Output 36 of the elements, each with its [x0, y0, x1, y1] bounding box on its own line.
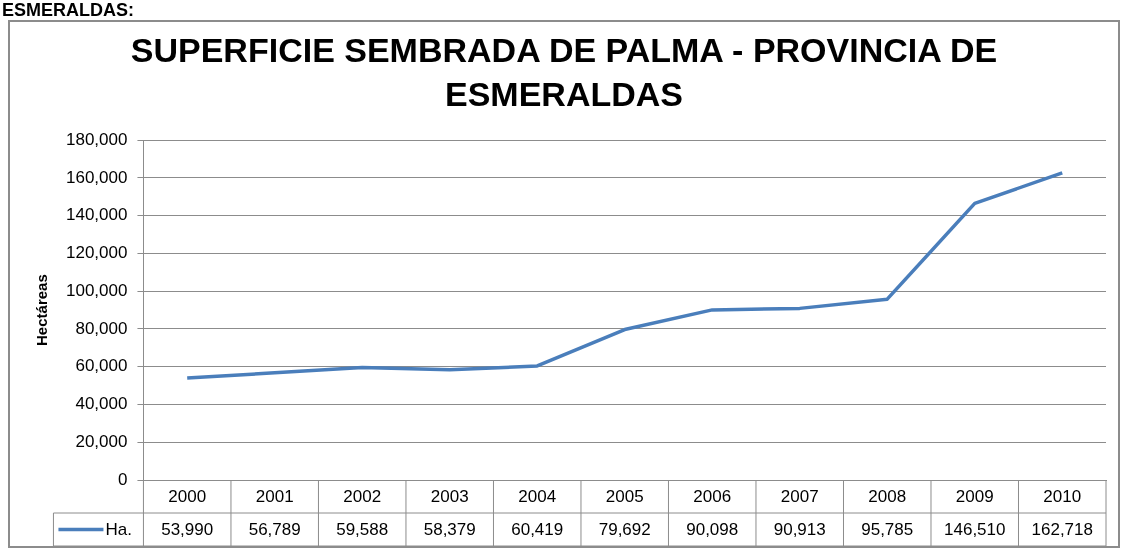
data-label: 146,510	[944, 520, 1006, 540]
y-tick-label: 140,000	[66, 205, 128, 225]
x-tick-label: 2009	[955, 487, 994, 507]
x-tick-label: 2007	[780, 487, 819, 507]
y-tick-label: 120,000	[66, 243, 128, 263]
y-tick-label: 80,000	[75, 318, 128, 338]
data-label: 79,692	[598, 520, 651, 540]
data-label: 90,098	[686, 520, 739, 540]
legend-label: Ha.	[105, 520, 132, 540]
x-tick-label: 2000	[168, 487, 207, 507]
x-tick-label: 2001	[255, 487, 294, 507]
y-tick-label: 160,000	[66, 167, 128, 187]
data-label: 90,913	[773, 520, 826, 540]
data-label: 95,785	[861, 520, 914, 540]
data-label: 60,419	[511, 520, 564, 540]
y-tick-label: 20,000	[75, 431, 128, 451]
data-label: 53,990	[161, 520, 214, 540]
x-tick-label: 2003	[430, 487, 469, 507]
x-tick-label: 2002	[343, 487, 382, 507]
data-label: 58,379	[423, 520, 476, 540]
y-axis-title: Hectáreas	[33, 274, 51, 346]
x-tick-label: 2006	[693, 487, 732, 507]
data-label: 56,789	[248, 520, 301, 540]
x-tick-label: 2004	[518, 487, 557, 507]
x-tick-label: 2008	[868, 487, 907, 507]
data-label: 162,718	[1031, 520, 1093, 540]
text: ESMERALDAS:	[2, 0, 135, 20]
chart-title: SUPERFICIE SEMBRADA DE PALMA - PROVINCIA DE ESMERALDAS	[129, 30, 999, 115]
x-tick-label: 2005	[605, 487, 644, 507]
x-tick-label: 2010	[1043, 487, 1082, 507]
y-tick-label: 180,000	[66, 129, 128, 149]
y-tick-label: 0	[117, 469, 128, 489]
data-label: 59,588	[336, 520, 389, 540]
y-tick-label: 100,000	[66, 280, 128, 300]
y-tick-label: 40,000	[75, 394, 128, 414]
y-tick-label: 60,000	[75, 356, 128, 376]
